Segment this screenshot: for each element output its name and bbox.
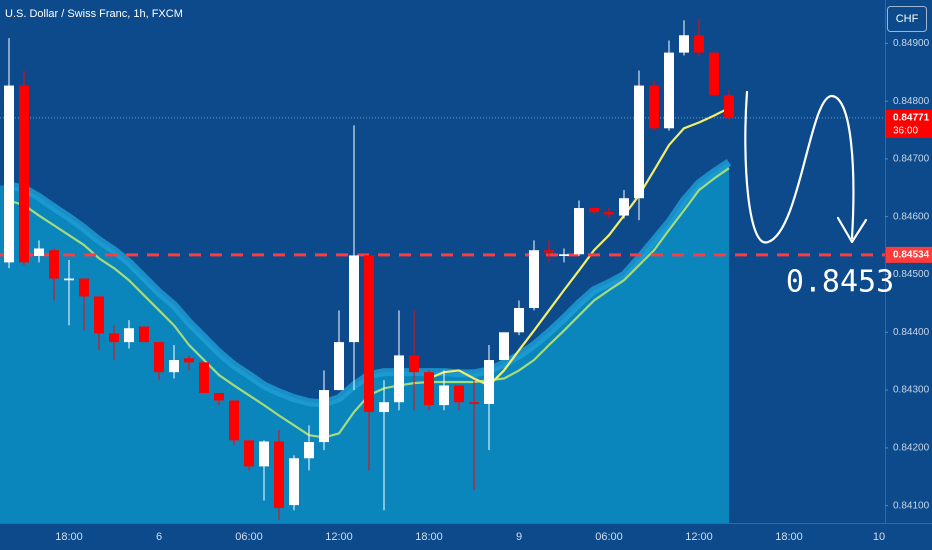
x-tick-label: 18:00 (55, 531, 83, 543)
price-label: 0.84771 (893, 113, 930, 124)
candle-body (19, 85, 29, 263)
candle-body (79, 278, 89, 297)
candle-body (694, 35, 704, 53)
y-tick-label: 0.84900 (893, 38, 930, 49)
x-tick-label: 9 (516, 531, 522, 543)
candle-body (154, 342, 164, 373)
candle-body (439, 385, 449, 406)
candle-body (649, 85, 659, 129)
price-label-box (886, 246, 932, 263)
currency-button-label[interactable]: CHF (896, 13, 919, 25)
candle-body (409, 355, 419, 373)
price-label: 0.84534 (893, 249, 930, 260)
candle-body (544, 250, 554, 253)
x-tick-label: 12:00 (325, 531, 353, 543)
candle-body (334, 342, 344, 391)
candle-body (724, 95, 734, 118)
candle-body (394, 355, 404, 403)
candle-body (109, 333, 119, 343)
x-tick-label: 18:00 (775, 531, 803, 543)
candle-body (604, 212, 614, 215)
y-tick-label: 0.84100 (893, 500, 930, 511)
candle-body (664, 52, 674, 129)
x-tick-label: 06:00 (235, 531, 263, 543)
candle-body (619, 198, 629, 216)
candle-body (94, 296, 104, 334)
plot-area (0, 18, 885, 523)
candle-body (574, 208, 584, 255)
candle-body (289, 458, 299, 506)
forecast-arrow-head (836, 216, 868, 244)
chart-title: U.S. Dollar / Swiss Franc, 1h, FXCM (5, 8, 183, 20)
x-tick-label: 10 (873, 531, 885, 543)
currency-button[interactable] (887, 6, 927, 32)
candle-body (184, 358, 194, 363)
candle-body (379, 402, 389, 413)
y-tick-label: 0.84600 (893, 211, 930, 222)
candle-body (454, 385, 464, 403)
candle-body (709, 52, 719, 96)
candle-body (634, 85, 644, 199)
candle-body (424, 372, 434, 406)
candle-body (274, 441, 284, 508)
candle-body (124, 328, 134, 343)
y-tick-label: 0.84400 (893, 327, 930, 338)
indicator-line (428, 107, 730, 387)
candle-body (229, 400, 239, 441)
candle-body (349, 255, 359, 343)
y-tick-label: 0.84500 (893, 269, 930, 280)
y-tick-label: 0.84800 (893, 96, 930, 107)
candle-body (259, 441, 269, 467)
candle-body (4, 85, 14, 263)
candle-body (559, 254, 569, 257)
candle-body (214, 392, 224, 401)
price-label-box (886, 109, 932, 138)
candle-body (499, 332, 509, 361)
x-tick-label: 18:00 (415, 531, 443, 543)
area-fill (0, 162, 729, 523)
candle-body (139, 326, 149, 343)
x-tick-label: 06:00 (595, 531, 623, 543)
candle-body (169, 360, 179, 373)
candle-body (199, 362, 209, 393)
candle-body (319, 390, 329, 443)
x-tick-label: 6 (156, 531, 162, 543)
y-tick-label: 0.84700 (893, 154, 930, 165)
y-tick-label: 0.84300 (893, 385, 930, 396)
candle-body (679, 35, 689, 53)
x-tick-label: 12:00 (685, 531, 713, 543)
forecast-arrow (744, 90, 855, 244)
candle-body (514, 308, 524, 333)
annotation: 0.8453 (786, 265, 894, 300)
candle-body (529, 250, 539, 309)
candle-body (589, 208, 599, 213)
candle-body (49, 250, 59, 279)
candle-body (244, 440, 254, 467)
candle-body (469, 402, 479, 404)
candle-body (304, 442, 314, 459)
y-tick-label: 0.84200 (893, 443, 930, 454)
candle-body (364, 255, 374, 413)
candle-body (64, 278, 74, 281)
countdown-label: 36:00 (893, 126, 918, 137)
candle-body (484, 360, 494, 404)
candle-body (34, 248, 44, 257)
